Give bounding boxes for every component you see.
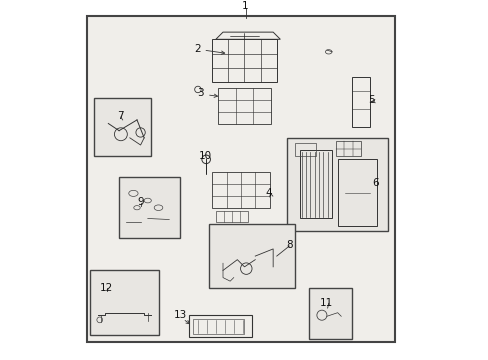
Polygon shape (308, 288, 351, 338)
Text: 7: 7 (117, 111, 124, 121)
Text: 8: 8 (285, 240, 292, 250)
Text: 13: 13 (173, 310, 186, 320)
Polygon shape (287, 138, 387, 231)
Polygon shape (94, 98, 151, 156)
Polygon shape (208, 224, 294, 288)
Text: 2: 2 (193, 44, 200, 54)
Polygon shape (87, 16, 394, 342)
Text: 3: 3 (197, 88, 203, 98)
Text: 6: 6 (371, 177, 378, 188)
Text: 9: 9 (137, 197, 143, 207)
Text: 1: 1 (242, 1, 248, 11)
Text: 5: 5 (367, 95, 374, 105)
Polygon shape (119, 177, 180, 238)
Text: 4: 4 (264, 188, 271, 198)
Text: 11: 11 (320, 298, 333, 308)
Text: 12: 12 (100, 283, 113, 293)
Text: 10: 10 (198, 151, 211, 161)
Polygon shape (90, 270, 158, 335)
